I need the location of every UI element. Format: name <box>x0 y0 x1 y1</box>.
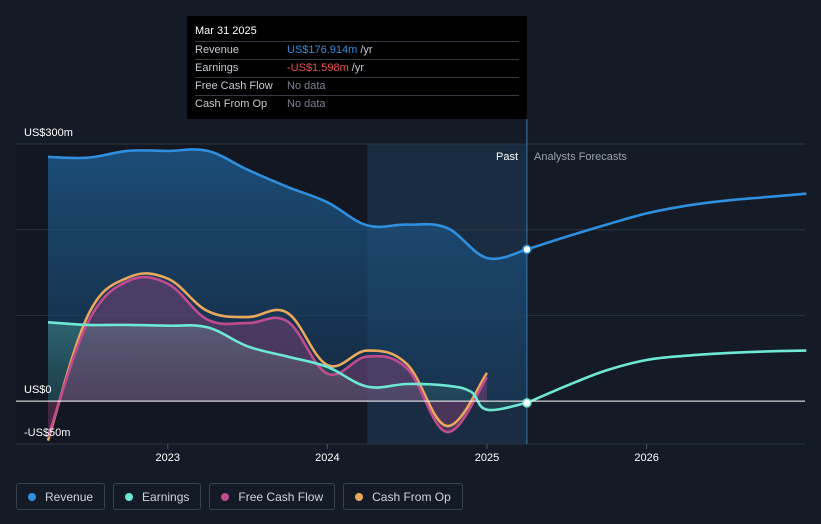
x-tick-label: 2025 <box>475 452 499 464</box>
past-label: Past <box>496 151 518 163</box>
earnings-area <box>48 322 527 411</box>
legend-label: Free Cash Flow <box>238 489 324 504</box>
tooltip-row-revenue: Revenue US$176.914m /yr <box>195 41 519 59</box>
tooltip-label: Revenue <box>195 44 240 56</box>
earnings-marker-dot <box>522 398 532 408</box>
tooltip-unit: /yr <box>351 62 364 74</box>
cash-from-op-line-past <box>46 272 489 441</box>
x-axis: 2023 2024 2025 2026 <box>155 444 659 464</box>
legend-item-earnings[interactable]: Earnings <box>113 483 202 510</box>
legend-item-revenue[interactable]: Revenue <box>16 483 106 510</box>
tooltip-label: Free Cash Flow <box>195 80 273 92</box>
revenue-line-forecast <box>526 192 807 251</box>
legend-label: Cash From Op <box>372 489 451 504</box>
tooltip-date: Mar 31 2025 <box>195 25 257 37</box>
markers <box>522 244 532 408</box>
legend-label: Revenue <box>45 489 94 504</box>
legend-item-free-cash-flow[interactable]: Free Cash Flow <box>209 483 336 510</box>
x-tick-label: 2026 <box>634 452 658 464</box>
tooltip-row-cash-from-op: Cash From Op No data <box>195 95 519 113</box>
tooltip-value: No data <box>287 98 326 110</box>
series-areas <box>48 149 527 438</box>
revenue-marker-dot <box>522 244 532 255</box>
legend-dot-icon <box>221 492 230 501</box>
legend: Revenue Earnings Free Cash Flow Cash Fro… <box>16 483 463 510</box>
y-bottom-label: -US$50m <box>24 427 70 439</box>
y-top-label: US$300m <box>24 127 73 139</box>
legend-dot-icon <box>28 492 36 501</box>
legend-label: Earnings <box>142 489 190 504</box>
earnings-line-past <box>47 321 528 412</box>
revenue-line-past <box>47 148 528 261</box>
tooltip-label: Earnings <box>195 62 239 74</box>
legend-dot-icon <box>125 492 134 501</box>
tooltip-value: US$176.914m <box>287 44 358 56</box>
tooltip-row-free-cash-flow: Free Cash Flow No data <box>195 77 519 95</box>
tooltip: Mar 31 2025 Revenue US$176.914m /yr Earn… <box>187 16 527 119</box>
x-tick-label: 2024 <box>315 452 339 464</box>
forecast-label: Analysts Forecasts <box>534 151 627 163</box>
tooltip-row-earnings: Earnings -US$1.598m /yr <box>195 59 519 77</box>
earnings-line-forecast <box>526 349 807 405</box>
tooltip-value: -US$1.598m <box>287 62 349 74</box>
tooltip-label: Cash From Op <box>195 98 268 110</box>
tooltip-value: No data <box>287 80 326 92</box>
x-tick-label: 2023 <box>155 452 179 464</box>
free-cash-flow-area <box>48 277 487 438</box>
series-lines <box>46 148 807 441</box>
legend-dot-icon <box>355 492 364 501</box>
tooltip-unit: /yr <box>360 44 373 56</box>
legend-item-cash-from-op[interactable]: Cash From Op <box>343 483 463 510</box>
y-zero-label: US$0 <box>24 384 52 396</box>
